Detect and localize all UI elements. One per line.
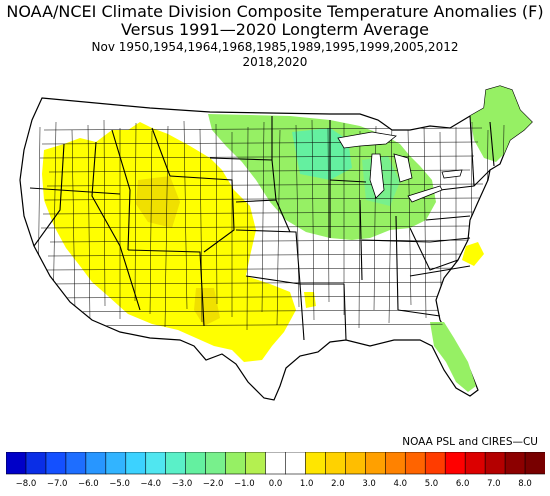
warm-anomaly-region (42, 122, 484, 362)
color-scale-tick-label: −5.0 (109, 479, 130, 489)
color-scale-tick-label: 2.0 (331, 479, 345, 489)
color-scale-tick-label: −4.0 (140, 479, 161, 489)
color-swatch (125, 451, 147, 475)
map-subtitle-years-cont: 2018,2020 (242, 55, 308, 69)
color-scale-tick-label: −8.0 (16, 479, 37, 489)
color-swatch (145, 451, 167, 475)
map-title-line-1: NOAA/NCEI Climate Division Composite Tem… (6, 2, 544, 21)
color-swatch (345, 451, 366, 475)
color-swatch (384, 451, 406, 475)
color-swatch (265, 451, 287, 475)
color-scale-svg: −8.0 −7.0 −6.0 −5.0 −4.0 −3.0 −2.0 −1.0 0.0 1.0 2.… (5, 451, 546, 489)
color-swatch (225, 451, 247, 475)
division-boundary-mesh (37, 119, 505, 331)
color-scale-tick-label: 3.0 (362, 479, 376, 489)
lake-huron (393, 153, 413, 183)
color-scale-tick-label: 6.0 (456, 479, 470, 489)
color-scale-tick-label: −3.0 (172, 479, 193, 489)
color-scale-legend: −8.0 −7.0 −6.0 −5.0 −4.0 −3.0 −2.0 −1.0 0.0 1.0 2.… (5, 451, 546, 492)
lake-superior (337, 131, 397, 149)
color-scale-tick-label: −1.0 (234, 479, 255, 489)
region-minnesota-deeper (292, 128, 352, 180)
color-scale-tick-label: 8.0 (518, 479, 532, 489)
color-swatch (165, 451, 187, 475)
color-scale-tick-label: −6.0 (78, 479, 99, 489)
color-swatch (305, 451, 327, 475)
state-boundaries (29, 115, 495, 341)
color-swatch (325, 451, 346, 475)
lake-ontario (441, 169, 463, 179)
color-scale-tick-label: 7.0 (487, 479, 501, 489)
color-swatch (185, 451, 207, 475)
lake-erie (407, 185, 443, 203)
region-sc-yellow (462, 242, 484, 266)
map-title-line-2: Versus 1991—2020 Longterm Average (120, 20, 430, 39)
lake-michigan (369, 153, 385, 199)
color-swatch (205, 451, 227, 475)
color-swatch (504, 451, 526, 475)
color-scale-tick-label: 5.0 (425, 479, 439, 489)
color-swatch (45, 451, 67, 475)
color-swatch (365, 451, 386, 475)
color-swatch (65, 451, 87, 475)
color-scale-tick-label: −2.0 (203, 479, 224, 489)
map-subtitle-years: Nov 1950,1954,1964,1968,1985,1989,1995,1… (91, 40, 459, 54)
color-swatch (464, 451, 486, 475)
region-northeast-green (470, 86, 532, 162)
region-utah-darker (136, 176, 180, 228)
great-lakes (337, 131, 463, 203)
region-west-yellow (42, 122, 296, 362)
us-climate-division-map (0, 70, 550, 430)
region-ar-yellow (304, 292, 316, 308)
color-scale-tick-label: −7.0 (47, 479, 68, 489)
color-swatch (444, 451, 466, 475)
credit-text: NOAA PSL and CIRES—CU (402, 436, 538, 448)
color-swatch (524, 451, 546, 475)
climate-division-boundaries (37, 119, 505, 331)
color-swatch (424, 451, 446, 475)
color-swatch (404, 451, 426, 475)
color-swatch (5, 451, 27, 475)
color-swatch (105, 451, 127, 475)
color-swatch (25, 451, 47, 475)
color-swatch (484, 451, 506, 475)
color-swatch (245, 451, 267, 475)
color-scale-tick-label: 1.0 (300, 479, 314, 489)
region-florida-green (430, 322, 476, 392)
color-swatch (285, 451, 307, 475)
us-map-svg (19, 85, 533, 401)
color-scale-tick-label: 4.0 (394, 479, 408, 489)
color-scale-tick-label: 0.0 (269, 479, 283, 489)
color-swatch (85, 451, 107, 475)
